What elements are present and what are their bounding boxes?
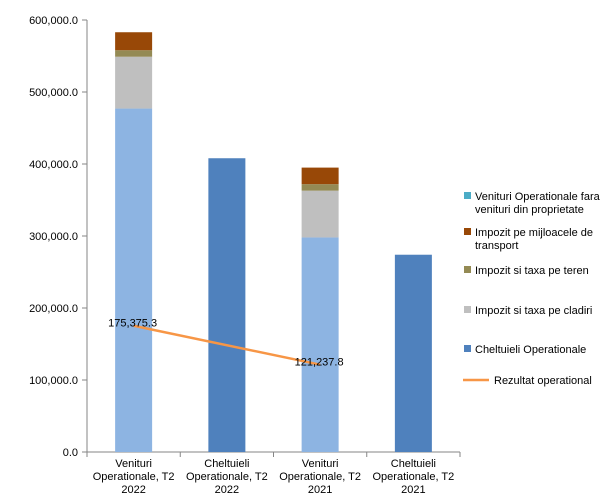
x-category-label-line: Operationale, T2 (279, 471, 361, 483)
x-category-label-line: 2021 (401, 484, 425, 496)
result-data-label: 175,375.3 (108, 318, 157, 330)
legend-swatch (464, 192, 471, 199)
x-category-label-line: 2022 (215, 484, 239, 496)
bar-segment (115, 108, 153, 452)
legend-swatch (464, 228, 471, 235)
result-line (133, 324, 321, 366)
legend-label-line: Impozit pe mijloacele de (475, 227, 593, 239)
y-tick-label: 0.0 (63, 447, 78, 459)
legend-label-line: transport (475, 240, 518, 252)
legend: Venituri Operationale fara venituri din p… (463, 191, 601, 387)
y-tick-label: 300,000.0 (29, 231, 78, 243)
y-tick-label: 600,000.0 (29, 15, 78, 27)
bar-segment (115, 50, 153, 57)
x-category-label-line: Cheltuieli (204, 458, 249, 470)
x-category-label: Venituri Operationale, T2 2021 (279, 458, 361, 496)
y-axis: 0.0 100,000.0 200,000.0 300,000.0 400,000.0 5… (29, 15, 461, 459)
legend-label: Cheltuieli Operationale (475, 344, 586, 356)
legend-label: Impozit si taxa pe cladiri (475, 305, 592, 317)
x-category-label-line: 2022 (121, 484, 145, 496)
legend-label-line: Impozit si taxa pe teren (475, 265, 589, 277)
x-category-label: Venituri Operationale, T2 2022 (93, 458, 175, 496)
x-category-label-line: 2021 (308, 484, 332, 496)
legend-label-line: venituri din proprietate (475, 204, 584, 216)
legend-label: Impozit si taxa pe teren (475, 265, 589, 277)
legend-label-line: Cheltuieli Operationale (475, 344, 586, 356)
legend-label-line: Venituri Operationale fara (475, 191, 601, 203)
legend-label: Impozit pe mijloacele de transport (475, 227, 593, 252)
x-category-label-line: Cheltuieli (391, 458, 436, 470)
x-category-label: Cheltuieli Operationale, T2 2022 (186, 458, 268, 496)
bar-segment (115, 32, 153, 51)
bar-segment (115, 56, 153, 109)
legend-label-line: Rezultat operational (494, 375, 592, 387)
bar-segment (301, 184, 339, 191)
x-category-label-line: Venituri (302, 458, 339, 470)
bar-segment (301, 237, 339, 452)
bar-segment (301, 190, 339, 238)
bar-segment (208, 158, 246, 453)
y-tick-label: 400,000.0 (29, 159, 78, 171)
x-category-label-line: Operationale, T2 (93, 471, 175, 483)
result-line-group: 175,375.3 121,237.8 (108, 318, 343, 369)
x-category-label-line: Operationale, T2 (373, 471, 455, 483)
legend-swatch (464, 266, 471, 273)
y-tick-label: 100,000.0 (29, 375, 78, 387)
bar-segment (301, 167, 339, 185)
y-tick-label: 200,000.0 (29, 303, 78, 315)
legend-swatch (464, 306, 471, 313)
x-category-label-line: Venituri (115, 458, 152, 470)
x-category-label: Cheltuieli Operationale, T2 2021 (373, 458, 455, 496)
y-tick-label: 500,000.0 (29, 87, 78, 99)
legend-swatch (464, 345, 471, 352)
legend-label: Rezultat operational (494, 375, 592, 387)
legend-label: Venituri Operationale fara venituri din p… (475, 191, 601, 216)
result-data-label: 121,237.8 (295, 357, 344, 369)
x-category-label-line: Operationale, T2 (186, 471, 268, 483)
bars-group (115, 32, 432, 453)
bar-segment (394, 254, 432, 452)
legend-label-line: Impozit si taxa pe cladiri (475, 305, 592, 317)
